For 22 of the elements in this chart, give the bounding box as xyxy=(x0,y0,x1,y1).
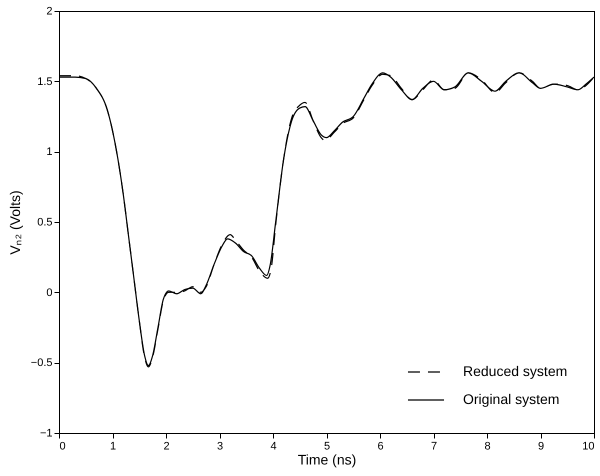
x-axis-title: Time (ns) xyxy=(298,452,356,468)
x-tick-label: 2 xyxy=(163,440,170,452)
x-tick-label: 0 xyxy=(60,440,66,452)
x-tick-label: 10 xyxy=(582,440,594,452)
x-tick-label: 6 xyxy=(377,440,384,452)
y-tick-label: −1 xyxy=(40,428,52,440)
legend-label: Original system xyxy=(463,391,560,407)
legend-label: Reduced system xyxy=(463,363,568,379)
x-tick-label: 5 xyxy=(324,440,330,452)
y-tick-label: 1 xyxy=(46,146,52,158)
x-tick-label: 7 xyxy=(430,440,438,452)
y-tick-label: −0.5 xyxy=(30,357,52,370)
x-tick-label: 1 xyxy=(110,440,116,452)
x-tick-label: 4 xyxy=(270,440,277,452)
x-tick-label: 8 xyxy=(484,440,491,452)
x-tick-label: 3 xyxy=(216,440,224,452)
y-axis-title: Vₙ₂ (Volts) xyxy=(6,190,23,255)
y-tick-label: 2 xyxy=(46,6,52,18)
x-tick-label: 9 xyxy=(538,440,544,452)
y-tick-label: 0 xyxy=(46,286,52,299)
y-tick-label: 0.5 xyxy=(37,216,52,228)
y-tick-label: 1.5 xyxy=(37,76,52,88)
